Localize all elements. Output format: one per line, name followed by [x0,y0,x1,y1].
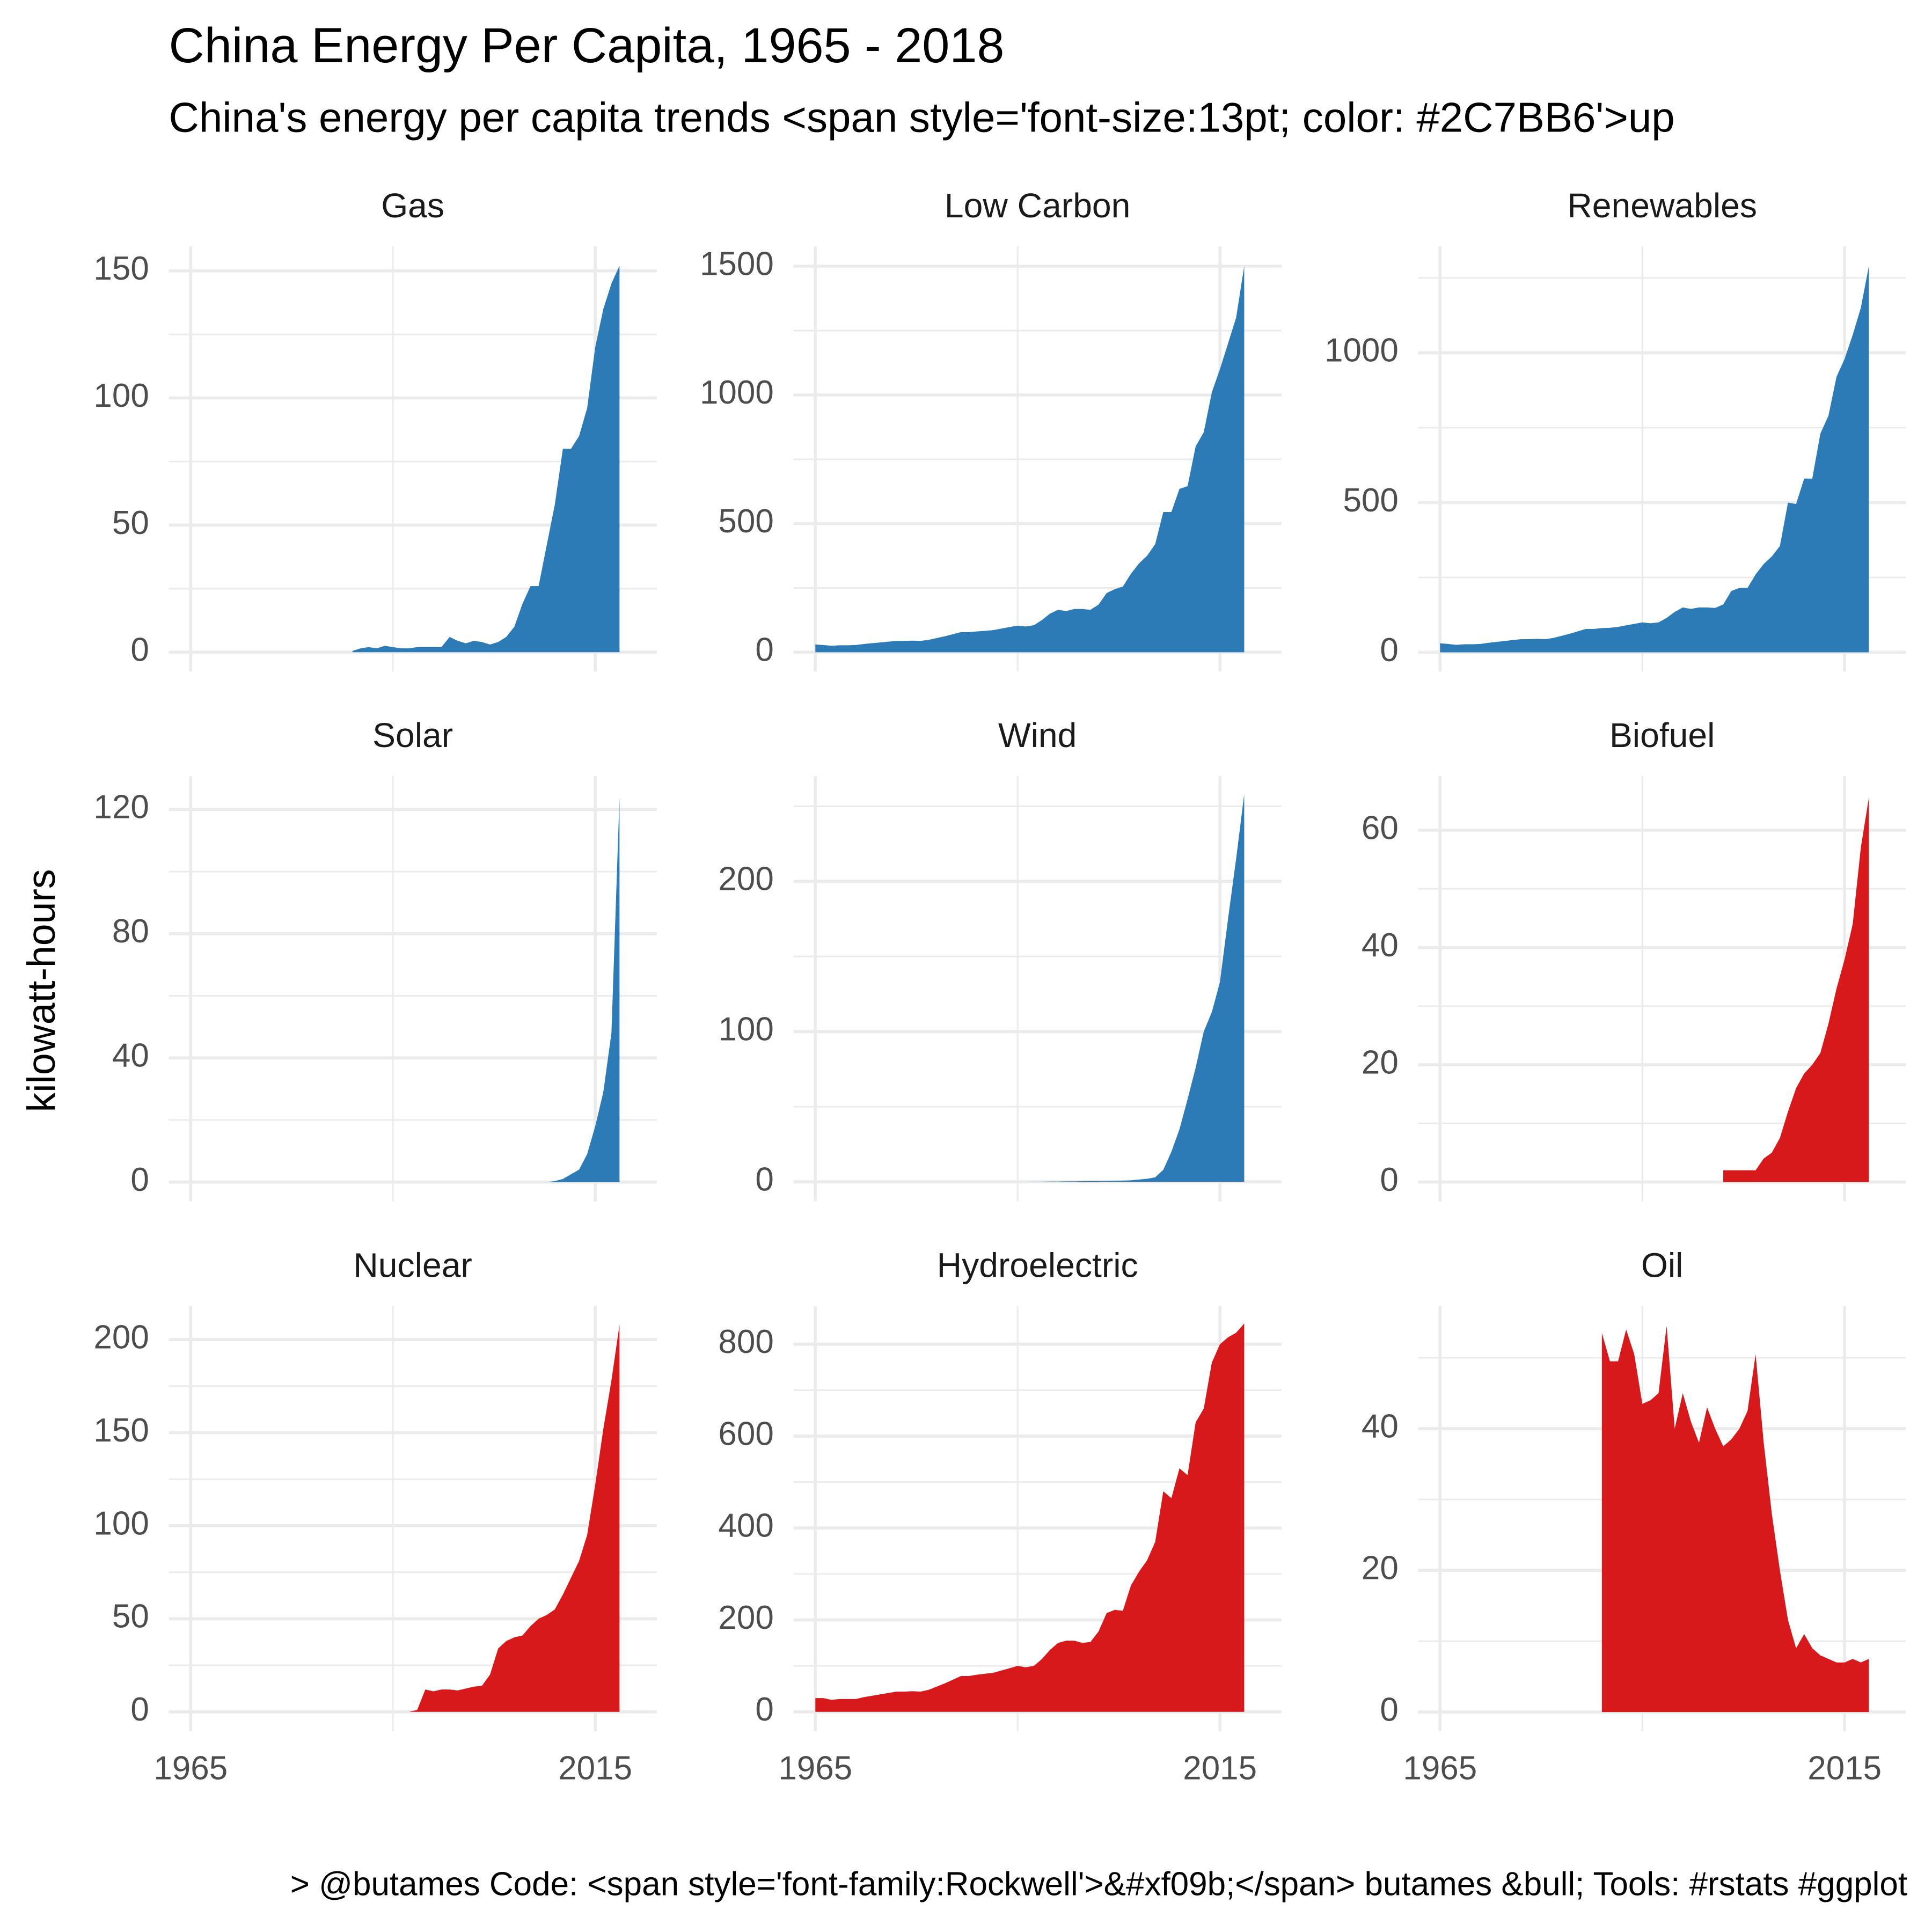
y-tick-label: 500 [718,503,773,540]
y-tick-label: 150 [93,250,149,287]
y-tick-label: 100 [93,377,149,414]
y-tick-label: 40 [1362,927,1399,964]
y-tick-label: 1500 [700,245,774,282]
strip-title: Renewables [1567,186,1757,225]
y-tick-label: 50 [112,504,149,541]
x-tick-label: 1965 [778,1750,852,1787]
y-tick-label: 120 [93,789,149,826]
y-tick-label: 0 [130,632,149,669]
y-tick-label: 200 [93,1319,149,1356]
strip-title: Solar [372,716,453,755]
chart-subtitle: China's energy per capita trends <span s… [169,94,1675,141]
y-tick-label: 200 [718,1599,773,1636]
area [1440,266,1869,653]
y-tick-label: 0 [1380,632,1398,669]
y-tick-label: 100 [93,1505,149,1542]
strip-title: Oil [1641,1246,1684,1284]
y-axis-label: kilowatt-hours [19,869,63,1112]
y-tick-label: 200 [718,861,773,898]
y-tick-label: 1000 [1324,332,1399,369]
x-tick-label: 2015 [1807,1750,1882,1787]
y-tick-label: 0 [755,632,773,669]
y-tick-label: 500 [1343,482,1398,519]
y-tick-label: 0 [755,1161,773,1198]
x-tick-label: 1965 [1403,1750,1477,1787]
area [815,266,1245,653]
y-tick-label: 600 [718,1415,773,1452]
x-tick-label: 2015 [1183,1750,1257,1787]
y-tick-label: 150 [93,1412,149,1449]
y-tick-label: 40 [1362,1408,1399,1445]
area [191,797,620,1182]
x-tick-label: 2015 [558,1750,632,1787]
area [409,1324,620,1712]
area [1601,1326,1869,1713]
y-tick-label: 20 [1362,1044,1399,1081]
strip-title: Low Carbon [945,186,1131,225]
y-tick-label: 0 [130,1691,149,1728]
y-tick-label: 0 [755,1691,773,1728]
chart-title: China Energy Per Capita, 1965 - 2018 [169,18,1005,73]
x-tick-label: 1965 [153,1750,228,1787]
y-tick-label: 0 [1380,1161,1398,1198]
strip-title: Wind [998,716,1077,755]
y-tick-label: 100 [718,1011,773,1048]
strip-title: Gas [381,186,444,225]
strip-title: Biofuel [1609,716,1715,755]
y-tick-label: 0 [1380,1691,1398,1728]
y-tick-label: 20 [1362,1549,1399,1586]
area [352,266,620,653]
y-tick-label: 400 [718,1507,773,1545]
y-tick-label: 40 [112,1037,149,1074]
y-tick-label: 800 [718,1323,773,1360]
area [1018,794,1245,1182]
strip-title: Hydroelectric [937,1246,1138,1284]
y-tick-label: 80 [112,913,149,950]
y-tick-label: 0 [130,1161,149,1198]
strip-title: Nuclear [353,1246,472,1284]
y-tick-label: 60 [1362,809,1399,846]
y-tick-label: 1000 [700,374,774,411]
area [1723,797,1869,1182]
y-tick-label: 50 [112,1598,149,1635]
area [815,1323,1245,1712]
caption: > @butames Code: <span style='font-famil… [290,1865,1907,1902]
